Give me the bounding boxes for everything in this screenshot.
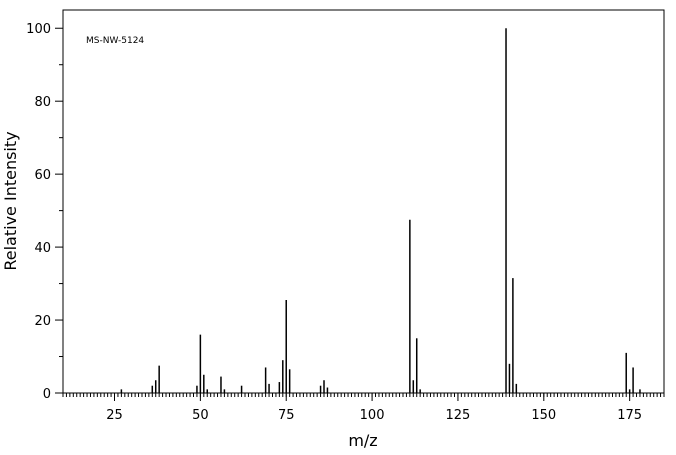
x-tick-label: 50 bbox=[192, 408, 209, 423]
x-tick-label: 75 bbox=[278, 408, 295, 423]
x-tick-label: 25 bbox=[106, 408, 123, 423]
x-tick-label: 175 bbox=[617, 408, 642, 423]
x-tick-label: 150 bbox=[531, 408, 556, 423]
plot-frame bbox=[62, 9, 665, 394]
y-tick-label: 0 bbox=[43, 387, 51, 402]
y-axis-label: Relative Intensity bbox=[1, 131, 20, 270]
x-tick-label: 125 bbox=[446, 408, 471, 423]
y-tick-label: 20 bbox=[34, 314, 51, 329]
annotation: MS-NW-5124 bbox=[86, 36, 144, 46]
y-tick-label: 40 bbox=[34, 241, 51, 256]
y-tick-label: 80 bbox=[34, 95, 51, 110]
x-axis-label: m/z bbox=[348, 431, 377, 450]
y-tick-label: 100 bbox=[26, 22, 51, 37]
y-tick-label: 60 bbox=[34, 168, 51, 183]
x-tick-label: 100 bbox=[360, 408, 385, 423]
